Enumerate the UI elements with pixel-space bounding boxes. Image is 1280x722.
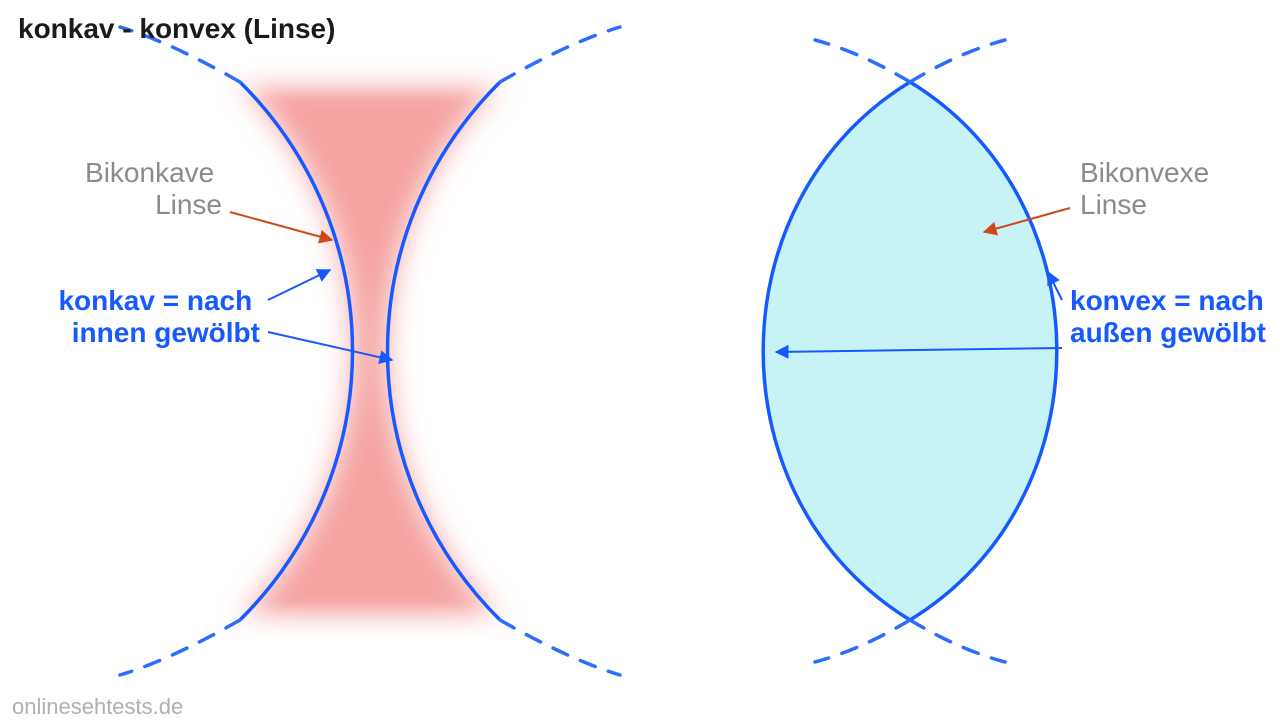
dash-ext — [815, 40, 910, 82]
footer-credit: onlinesehtests.de — [12, 694, 183, 719]
label-bikonvexe: Bikonvexe Linse — [1080, 157, 1217, 220]
dash-ext — [815, 620, 910, 662]
dash-ext — [910, 40, 1005, 82]
page-title: konkav - konvex (Linse) — [18, 13, 335, 44]
label-konkav-def: konkav = nach innen gewölbt — [58, 285, 260, 348]
biconcave-lens: Bikonkave Linse konkav = nach innen gewö… — [58, 27, 620, 675]
dash-ext — [910, 620, 1005, 662]
lens-diagram: Bikonkave Linse konkav = nach innen gewö… — [0, 0, 1280, 722]
biconvex-lens: Bikonvexe Linse konvex = nach außen gewö… — [763, 40, 1271, 662]
label-bikonkave: Bikonkave Linse — [85, 157, 222, 220]
label-konvex-def: konvex = nach außen gewölbt — [1070, 285, 1272, 348]
